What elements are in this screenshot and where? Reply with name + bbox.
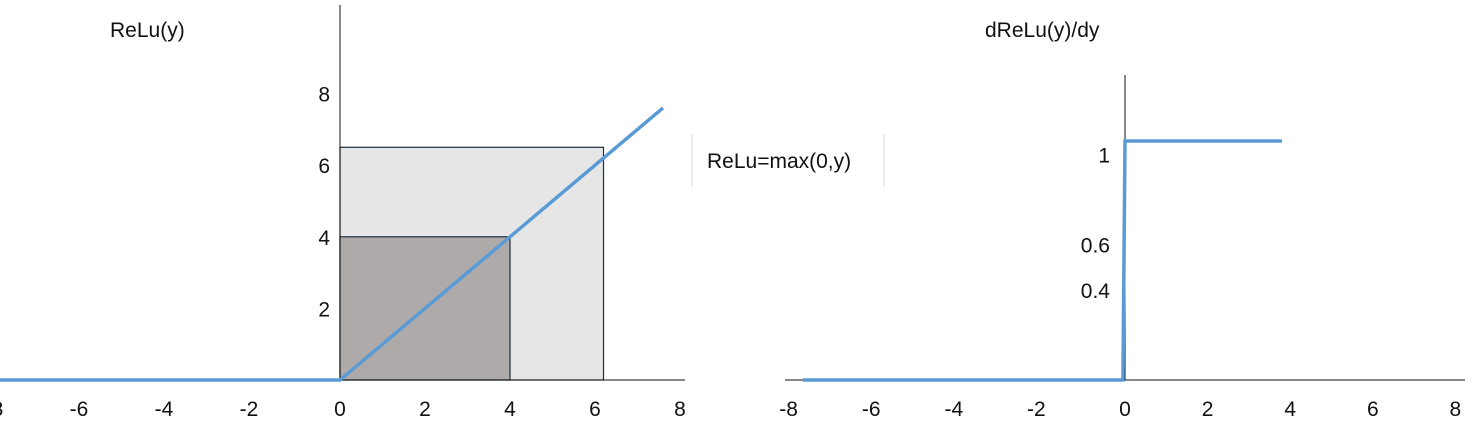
chart-title: ReLu(y)	[110, 19, 185, 42]
x-tick-label: -8	[0, 398, 3, 421]
y-tick-label: 8	[318, 84, 330, 107]
y-tick-label: 2	[318, 298, 330, 321]
x-tick-label: 6	[1367, 398, 1379, 421]
y-tick-label: 0.4	[1081, 280, 1111, 303]
chart-title: dReLu(y)/dy	[985, 19, 1100, 42]
y-tick-label: 6	[318, 155, 330, 178]
x-tick-label: 8	[674, 398, 686, 421]
y-tick-labels: 2 4 6 8	[318, 84, 330, 322]
x-tick-labels: -8 -6 -4 -2 0 2 4 6 8	[779, 398, 1461, 421]
x-tick-label: 2	[419, 398, 431, 421]
x-tick-label: -2	[240, 398, 259, 421]
relu-formula-text: ReLu=max(0,y)	[707, 150, 851, 173]
relu-series-line	[0, 106, 665, 382]
x-tick-label: -6	[70, 398, 89, 421]
x-tick-label: -6	[862, 398, 881, 421]
derivative-series-line	[802, 139, 1282, 382]
x-tick-label: -4	[155, 398, 174, 421]
x-tick-label: -2	[1027, 398, 1046, 421]
relu-chart: -8 -6 -4 -2 0 2 4 6 8 2 4 6 8 ReLu(y)	[0, 5, 686, 421]
x-tick-label: -8	[779, 398, 798, 421]
y-tick-label: 1	[1098, 145, 1110, 168]
x-tick-label: 4	[504, 398, 516, 421]
relu-derivative-chart: -8 -6 -4 -2 0 2 4 6 8 0.4 0.6 1 dReLu(y)/dy	[779, 19, 1465, 421]
x-tick-label: 0	[334, 398, 346, 421]
x-tick-label: 8	[1450, 398, 1462, 421]
x-tick-label: 2	[1202, 398, 1214, 421]
x-tick-label: 6	[589, 398, 601, 421]
x-tick-labels: -8 -6 -4 -2 0 2 4 6 8	[0, 398, 686, 421]
y-tick-label: 0.6	[1081, 235, 1110, 258]
x-tick-label: 4	[1284, 398, 1296, 421]
y-tick-labels: 0.4 0.6 1	[1081, 145, 1111, 303]
x-tick-label: -4	[944, 398, 963, 421]
y-tick-label: 4	[318, 227, 330, 250]
relu-formula-label: ReLu=max(0,y)	[691, 134, 885, 187]
x-tick-label: 0	[1119, 398, 1131, 421]
